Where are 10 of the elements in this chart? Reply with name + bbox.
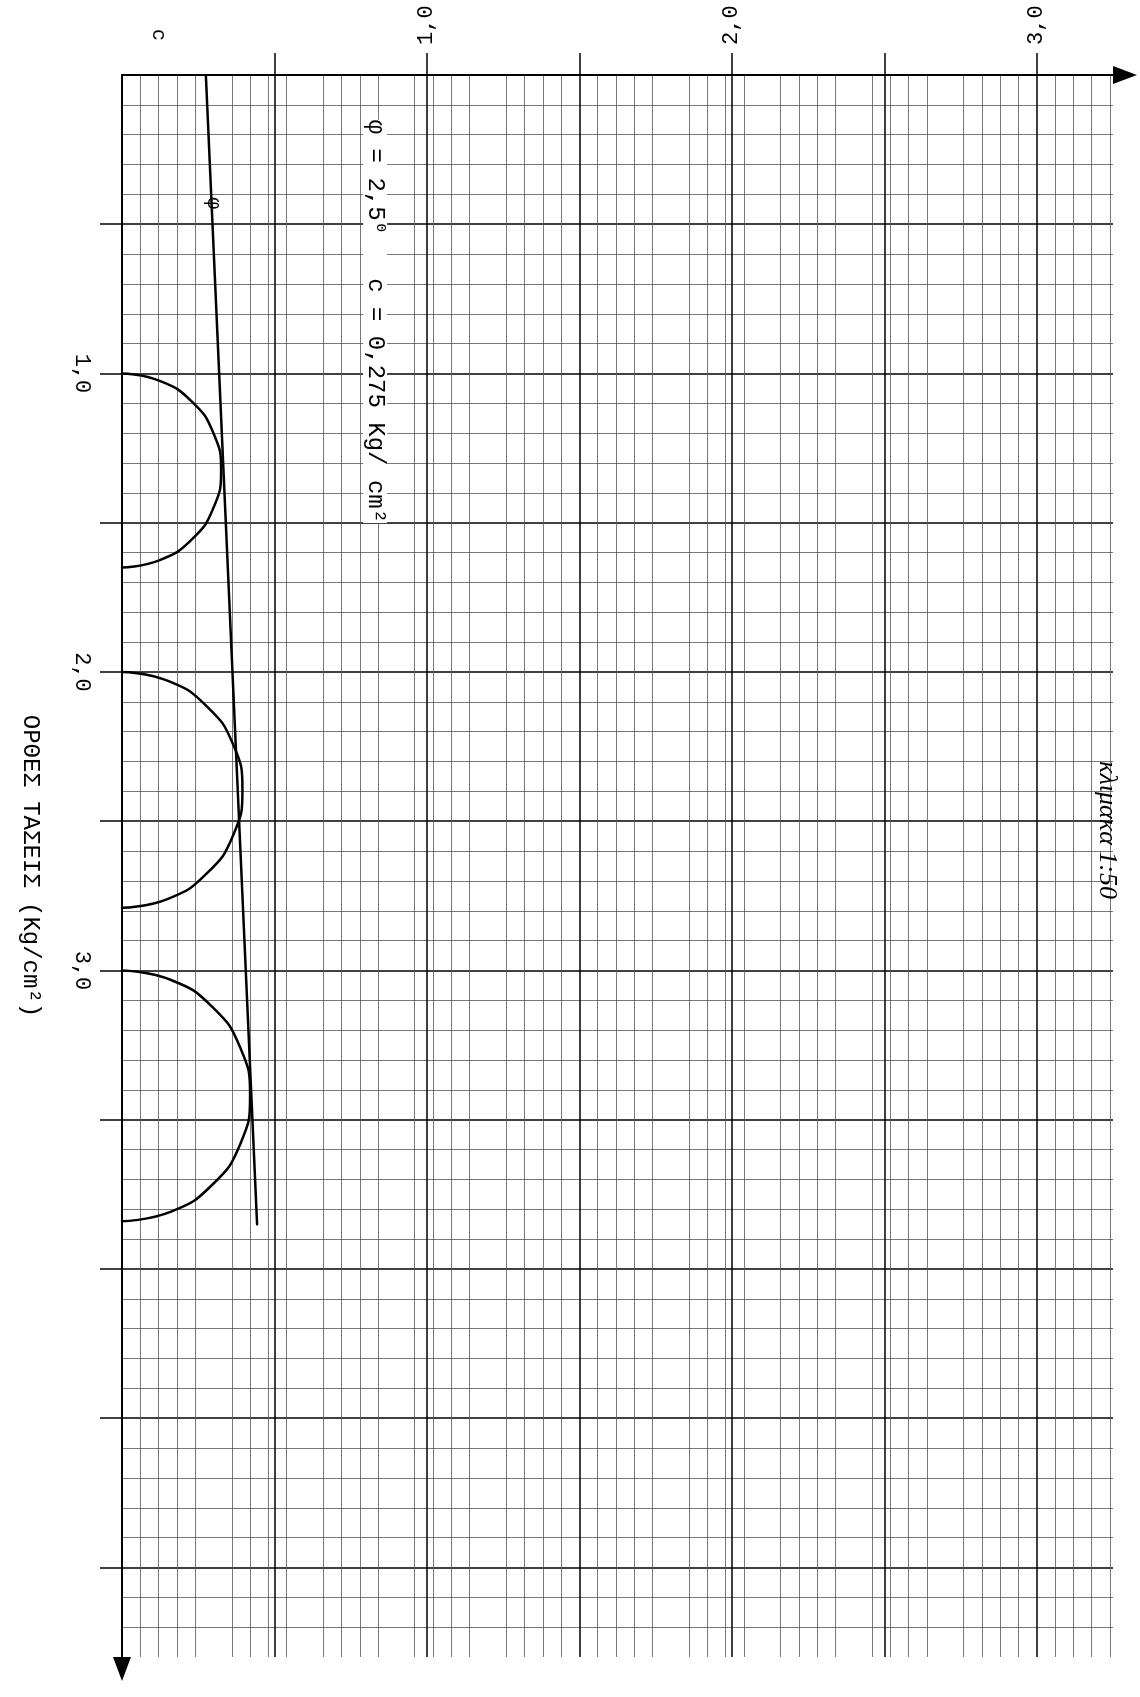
y-tick-label: 2,0: [68, 652, 94, 692]
y-tick-label: 3,0: [68, 950, 94, 991]
text: c: [147, 28, 171, 42]
annotation: φ = 2,5⁰ c = 0,275 Kg/ cm²: [361, 119, 389, 524]
x-tick-label: 2,0: [719, 5, 745, 45]
x-tick-label: 1,0: [414, 5, 440, 45]
x-tick-label: 3,0: [1024, 5, 1050, 45]
y-axis-title: ΟΡΘΕΣ ΤΑΣΕΙΣ (Kg/cm²): [16, 714, 44, 1018]
text: κλιμακα 1:50: [1093, 761, 1123, 899]
y-tick-label: 1,0: [68, 353, 94, 394]
